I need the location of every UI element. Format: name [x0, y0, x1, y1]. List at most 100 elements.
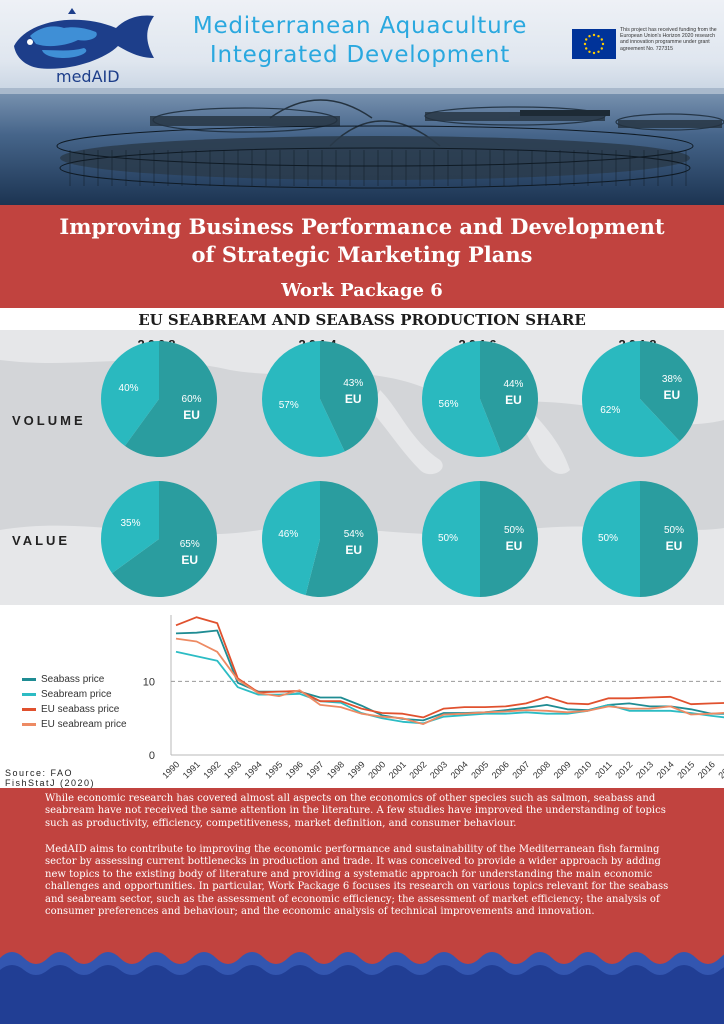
- series-line-eu-seabream-price: [175, 637, 724, 725]
- pie-slice-other: [582, 481, 640, 597]
- x-tick-label: 2008: [531, 759, 552, 780]
- wave-footer-decoration: [0, 952, 724, 1024]
- pie-value-2018: 50% EU 50%: [580, 479, 700, 599]
- x-tick-label: 1992: [201, 759, 222, 780]
- row-label-volume: VOLUME: [12, 413, 86, 428]
- eu-star-icon: [600, 47, 603, 50]
- source-line1: Source: FAO: [5, 768, 74, 778]
- legend-item-eu-seabream-price: EU seabream price: [22, 717, 127, 732]
- eu-flag-icon: [572, 29, 616, 59]
- x-tick-label: 2015: [675, 759, 696, 780]
- pie-slice-other: [582, 341, 680, 457]
- pie-slice-eu: [112, 481, 217, 597]
- pie-label-eu: EU: [663, 387, 681, 402]
- pie-label-eu-percent: 65%: [179, 538, 200, 550]
- x-tick-label: 2001: [387, 759, 408, 780]
- eu-star-icon: [592, 33, 596, 37]
- pie-slice-other: [101, 481, 159, 574]
- medaid-logo: medAID: [8, 6, 158, 88]
- x-tick-label: 2004: [449, 759, 470, 780]
- fish-logo-icon: medAID: [14, 8, 154, 86]
- y-tick-label: 10: [143, 676, 155, 688]
- x-tick-label: 1997: [304, 759, 325, 780]
- x-tick-label: 2011: [593, 759, 614, 780]
- pie-slice-eu: [640, 481, 698, 597]
- pie-label-eu-percent: 44%: [503, 379, 524, 391]
- pie-label-eu: EU: [345, 542, 363, 557]
- x-tick-label: 2002: [407, 759, 428, 780]
- x-tick-label: 2003: [428, 759, 449, 780]
- pie-label-eu: EU: [505, 393, 522, 408]
- pie-label-eu-percent: 60%: [181, 394, 202, 406]
- x-tick-label: 2013: [634, 759, 655, 780]
- pie-section-title: EU SEABREAM AND SEABASS PRODUCTION SHARE: [138, 311, 586, 329]
- x-tick-label: 1995: [263, 759, 284, 780]
- eu-star-icon: [585, 38, 588, 41]
- eu-star-icon: [600, 38, 603, 41]
- pie-value-2014: 54% EU 46%: [260, 479, 380, 599]
- pie-label-other-percent: 56%: [438, 398, 459, 410]
- pie-label-other-percent: 50%: [437, 533, 458, 544]
- source-line2: FishStatJ (2020): [5, 778, 96, 788]
- project-title-line1: Mediterranean Aquaculture: [192, 13, 528, 39]
- eu-star-icon: [601, 42, 605, 46]
- eu-star-icon: [583, 42, 587, 46]
- pie-slice-eu: [124, 341, 217, 457]
- pie-volume-2016: 44% EU 56%: [420, 339, 540, 459]
- pie-label-eu: EU: [181, 552, 199, 567]
- project-title-line2: Integrated Development: [209, 42, 511, 68]
- series-line-seabass-price: [175, 629, 724, 722]
- pie-label-other-percent: 57%: [278, 399, 299, 411]
- pie-slice-other: [422, 341, 502, 457]
- legend-item-eu-seabass-price: EU seabass price: [22, 702, 127, 717]
- eu-star-icon: [588, 35, 591, 38]
- x-tick-label: 2017: [716, 759, 724, 780]
- funding-statement: This project has received funding from t…: [620, 27, 717, 52]
- series-line-eu-seabass-price: [175, 616, 724, 719]
- legend-label: EU seabass price: [41, 704, 120, 715]
- x-tick-label: 2007: [510, 759, 531, 780]
- legend-item-seabream-price: Seabream price: [22, 687, 127, 702]
- title-band: Improving Business Performance and Devel…: [0, 205, 724, 308]
- pie-label-other-percent: 62%: [600, 404, 621, 416]
- pie-label-eu: EU: [665, 539, 683, 553]
- x-tick-label: 2010: [572, 759, 593, 780]
- page-title-line1: Improving Business Performance and Devel…: [59, 214, 665, 239]
- pie-volume-2014: 43% EU 57%: [260, 339, 380, 459]
- pie-label-eu: EU: [183, 408, 200, 423]
- row-label-value: VALUE: [12, 533, 71, 548]
- pie-slice-eu: [320, 341, 378, 452]
- x-tick-label: 1999: [346, 759, 367, 780]
- pie-label-other-percent: 40%: [118, 383, 139, 395]
- pie-label-other-percent: 35%: [120, 518, 141, 530]
- fish-farm-photo: [0, 88, 724, 205]
- x-tick-label: 1996: [284, 759, 305, 780]
- pie-label-eu-percent: 43%: [343, 378, 364, 390]
- x-tick-label: 2014: [655, 759, 676, 780]
- x-tick-label: 1994: [243, 759, 264, 780]
- pie-slice-other: [261, 481, 320, 596]
- x-tick-label: 2006: [490, 759, 511, 780]
- eu-star-icon: [597, 35, 600, 38]
- x-tick-label: 1991: [181, 759, 202, 780]
- page-title: Improving Business Performance and Devel…: [0, 213, 724, 269]
- pie-volume-2008: 60% EU 40%: [99, 339, 219, 459]
- pie-label-eu-percent: 54%: [343, 528, 364, 540]
- legend-item-seabass-price: Seabass price: [22, 672, 127, 687]
- project-title: Mediterranean Aquaculture Integrated Dev…: [160, 12, 560, 70]
- pie-label-other-percent: 46%: [278, 528, 299, 540]
- work-package-label: Work Package 6: [281, 280, 443, 301]
- pie-slice-other: [100, 341, 159, 446]
- pie-label-eu-percent: 50%: [663, 525, 684, 536]
- paragraph-2: MedAID aims to contribute to improving t…: [45, 844, 669, 918]
- chart-legend: Seabass price Seabream price EU seabass …: [22, 672, 127, 732]
- x-tick-label: 2000: [366, 759, 387, 780]
- x-tick-label: 2016: [696, 759, 717, 780]
- legend-label: Seabass price: [41, 674, 105, 685]
- legend-swatch: [22, 693, 36, 696]
- eu-star-icon: [592, 51, 596, 55]
- eu-star-icon: [597, 50, 600, 53]
- pie-slice-eu: [305, 481, 378, 597]
- x-tick-label: 1998: [325, 759, 346, 780]
- x-tick-label: 2005: [469, 759, 490, 780]
